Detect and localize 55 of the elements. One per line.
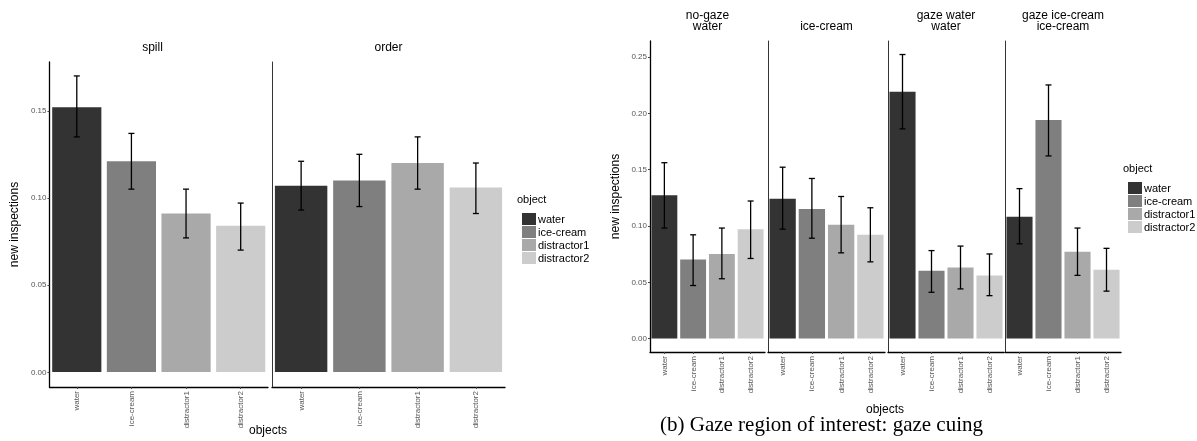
- x-tick-label: water: [1015, 355, 1024, 377]
- y-tick-label: 0.15: [30, 106, 48, 116]
- legend-label: distractor1: [1144, 208, 1196, 220]
- x-tick-label: distractor2: [236, 390, 246, 429]
- x-tick-label: ice-cream: [1044, 355, 1053, 392]
- legend-title: object: [517, 193, 547, 205]
- x-axis-title: objects: [248, 423, 288, 437]
- x-tick-label: ice-cream: [126, 390, 136, 427]
- x-tick-label: distractor2: [865, 355, 875, 394]
- y-tick-label: 0.15: [631, 164, 648, 174]
- y-tick-label: 0.25: [631, 52, 648, 62]
- y-tick-label: 0.10: [30, 193, 48, 203]
- x-tick-label: ice-cream: [807, 355, 817, 392]
- y-axis-title: new inspections: [7, 181, 21, 268]
- chart-title: ice-cream: [800, 19, 853, 33]
- x-tick-label: distractor1: [836, 355, 846, 394]
- x-tick-label: ice-cream: [354, 390, 364, 427]
- legend-label: water: [537, 213, 566, 225]
- x-tick-label: ice-cream: [927, 355, 936, 392]
- y-tick-label: 0.05: [631, 277, 648, 287]
- x-tick-label: water: [898, 355, 907, 377]
- x-tick-label: distractor2: [746, 355, 756, 394]
- x-tick-label: distractor1: [413, 390, 423, 429]
- legend-label: distractor2: [538, 252, 590, 264]
- x-tick-label: distractor1: [181, 390, 191, 429]
- x-tick-label: distractor2: [471, 390, 481, 429]
- x-tick-label: distractor2: [985, 355, 994, 394]
- chart-subtitle: no-gaze: [685, 8, 730, 22]
- legend-label: ice-cream: [538, 226, 587, 238]
- y-tick-label: 0.10: [631, 221, 648, 231]
- y-axis-title: new inspections: [607, 153, 622, 240]
- chart-subtitle: gaze ice-cream: [1021, 8, 1105, 22]
- chart-title: order: [373, 40, 404, 54]
- y-tick-label: 0.20: [631, 108, 648, 118]
- x-tick-label: distractor1: [717, 355, 727, 394]
- legend-label: distractor2: [1144, 221, 1196, 233]
- chart-subtitle: gaze water: [916, 8, 976, 22]
- y-tick-label: 0.05: [30, 280, 48, 290]
- legend-label: distractor1: [538, 239, 590, 251]
- legend-label: ice-cream: [1144, 195, 1193, 207]
- x-tick-label: distractor2: [1102, 355, 1111, 394]
- y-tick-label: 0.00: [631, 333, 648, 343]
- x-tick-label: water: [659, 355, 669, 377]
- chart-title: water: [931, 19, 961, 33]
- x-tick-label: distractor1: [956, 355, 965, 394]
- y-tick-label: 0.00: [30, 367, 48, 377]
- x-tick-label: water: [296, 390, 306, 412]
- chart-title: ice-cream: [1036, 19, 1090, 33]
- x-tick-label: distractor1: [1073, 355, 1082, 394]
- x-tick-label: water: [72, 390, 82, 412]
- legend-title: object: [1123, 162, 1153, 174]
- x-tick-label: ice-cream: [688, 355, 698, 392]
- chart-title: spill: [141, 40, 164, 54]
- x-tick-label: water: [778, 355, 788, 377]
- legend-label: water: [1143, 182, 1172, 194]
